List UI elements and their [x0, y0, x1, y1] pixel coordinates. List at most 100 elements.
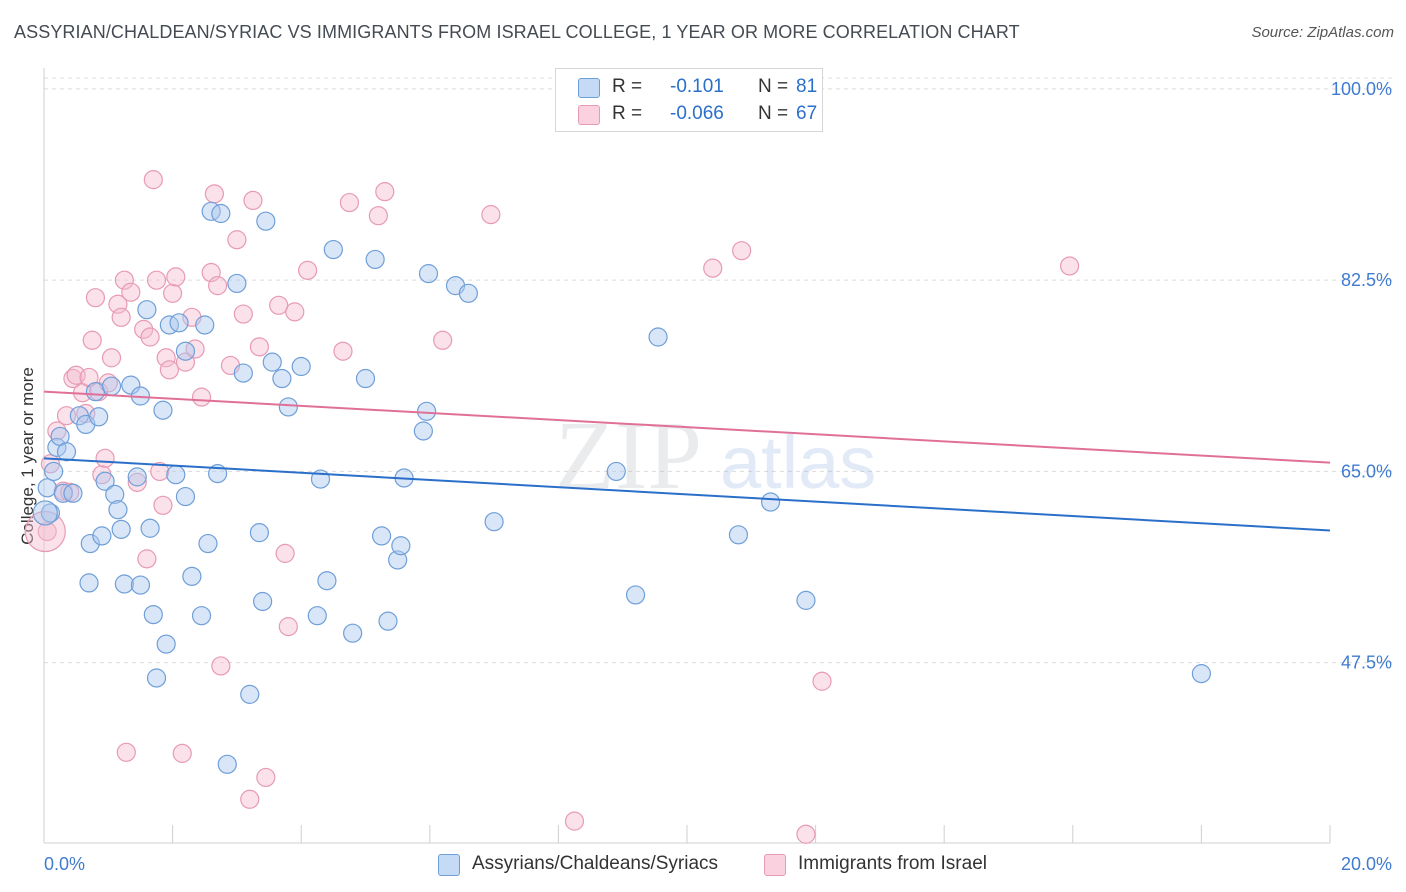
legend-n-value: 81: [796, 76, 818, 97]
blue-points: [32, 201, 1212, 774]
legend-swatch-pink: [764, 854, 786, 876]
blue-point: [198, 533, 218, 554]
pink-point: [298, 260, 318, 280]
pink-point: [101, 348, 122, 368]
blue-point: [253, 591, 273, 612]
blue-point: [143, 604, 163, 625]
pink-point: [159, 360, 179, 380]
legend-r-label: R =: [612, 76, 643, 97]
legend-n-label: N =: [758, 103, 789, 124]
y-tick-label: 47.5%: [1341, 653, 1392, 673]
pink-point: [481, 205, 501, 225]
blue-point: [796, 590, 816, 610]
legend-swatch-pink: [578, 105, 600, 125]
pink-point: [82, 330, 102, 350]
pink-point: [368, 206, 388, 226]
pink-point: [166, 267, 186, 287]
blue-point: [317, 571, 337, 591]
pink-point: [114, 270, 134, 290]
blue-point: [101, 376, 122, 396]
blue-point: [40, 503, 61, 523]
pink-point: [433, 330, 453, 350]
pink-point: [137, 549, 157, 569]
pink-point: [134, 319, 154, 339]
blue-point: [56, 442, 77, 462]
watermark-atlas: atlas: [720, 421, 876, 504]
stats-legend: R = -0.101 N = 81 R = -0.066 N = 67: [555, 68, 823, 132]
pink-point: [240, 789, 260, 809]
blue-point: [256, 211, 276, 231]
blue-point: [760, 492, 781, 512]
blue-point: [111, 519, 131, 539]
watermark: ZIP atlas: [555, 402, 876, 510]
y-tick-label: 100.0%: [1331, 79, 1392, 99]
pink-point: [85, 288, 106, 308]
source-label: Source: ZipAtlas.com: [1251, 24, 1394, 41]
pink-point: [146, 270, 167, 290]
pink-point: [249, 337, 270, 357]
pink-point: [1059, 256, 1080, 276]
legend-label-israel: Immigrants from Israel: [798, 853, 987, 874]
blue-point: [413, 421, 433, 441]
blue-point: [114, 574, 134, 594]
blue-point: [648, 327, 668, 347]
chart-title: ASSYRIAN/CHALDEAN/SYRIAC VS IMMIGRANTS F…: [14, 22, 1020, 42]
pink-point: [208, 276, 228, 296]
pink-point: [278, 617, 298, 637]
blue-point: [182, 566, 202, 586]
blue-point: [272, 368, 292, 389]
blue-point: [484, 512, 504, 532]
blue-point: [418, 264, 439, 284]
pink-point: [732, 241, 752, 261]
pink-point: [211, 656, 231, 676]
pink-point: [204, 184, 224, 204]
pink-point: [24, 510, 66, 553]
blue-point: [121, 375, 141, 395]
blue-point: [211, 203, 231, 224]
blue-point: [416, 401, 437, 421]
blue-point: [89, 407, 109, 427]
axes: [43, 68, 1331, 844]
pink-point: [79, 367, 99, 388]
blue-point: [166, 465, 186, 485]
legend-r-value: -0.101: [670, 76, 724, 97]
legend-r-label: R =: [612, 103, 643, 124]
blue-point: [391, 536, 411, 556]
blue-point: [355, 368, 376, 389]
pink-point: [47, 421, 67, 441]
blue-point: [44, 461, 64, 482]
x-tick-label: 20.0%: [1341, 854, 1392, 874]
pink-point: [243, 190, 263, 210]
legend-r-value: -0.066: [670, 103, 724, 124]
legend-n-value: 67: [796, 103, 818, 124]
blue-point: [365, 249, 385, 270]
blue-point: [233, 363, 253, 383]
blue-point: [153, 400, 173, 420]
blue-point: [32, 500, 58, 526]
series-legend: Assyrians/Chaldeans/Syriacs Immigrants f…: [0, 852, 1406, 878]
blue-point: [127, 467, 147, 487]
pink-point: [812, 671, 832, 691]
blue-point: [195, 315, 215, 335]
blue-point: [63, 483, 83, 503]
blue-point: [227, 273, 247, 294]
y-tick-label: 65.0%: [1341, 461, 1392, 481]
blue-point: [79, 573, 99, 593]
pink-point: [95, 448, 115, 468]
blue-point: [249, 523, 270, 543]
blue-point: [625, 585, 646, 605]
blue-point: [343, 623, 363, 643]
blue-point: [291, 356, 311, 377]
pink-point: [111, 307, 131, 327]
pink-point: [116, 742, 136, 762]
pink-point: [233, 304, 253, 324]
blue-point: [37, 478, 57, 498]
blue-point: [175, 486, 196, 507]
blue-point: [95, 471, 115, 491]
blue-point: [307, 606, 327, 626]
trend-lines: [43, 390, 1331, 532]
pink-point: [156, 348, 176, 368]
pink-point: [796, 824, 816, 844]
blue-point: [146, 668, 167, 688]
pink-points: [24, 170, 1080, 844]
